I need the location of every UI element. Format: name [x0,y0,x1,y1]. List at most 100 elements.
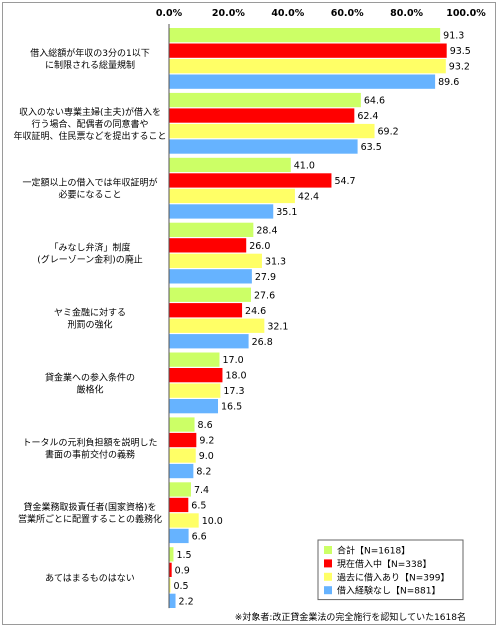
legend-swatch [324,572,332,581]
data-label: 89.6 [438,77,459,88]
bar [169,92,361,108]
x-tick-label: 80.0% [390,8,423,19]
bar [169,334,249,349]
bar [169,497,189,513]
data-label: 93.2 [449,62,470,73]
bar [169,59,446,74]
data-label: 27.6 [254,290,275,301]
data-label: 42.4 [298,191,319,202]
data-label: 35.1 [276,207,297,218]
bar [169,253,262,268]
bar [169,482,191,497]
data-label: 93.5 [450,46,471,57]
category-label: 「みなし弁済」制度(グレーゾーン金利)の廃止 [37,242,143,266]
legend-swatch [324,559,332,568]
data-label: 8.2 [196,467,211,478]
category-label: 貸金業務取扱責任者(国家資格)を営業所ごとに配置することの義務化 [18,501,162,525]
bar [169,123,375,139]
bar [169,528,189,544]
category-label: ヤミ金融に対する刑罰の強化 [54,307,126,331]
legend-entry: 過去に借入あり【N=399】 [337,571,449,583]
data-label: 6.6 [192,531,207,542]
bar [169,417,195,432]
x-tick-label: 40.0% [271,8,304,19]
bar [169,578,171,593]
value-labels: 91.3 93.5 93.2 89.6 64.6 62.469.2 63.5 41.0 54.7… [173,31,470,608]
data-label: 26.0 [249,241,270,252]
data-label: 31.3 [265,256,286,267]
bar [169,157,291,173]
legend: 合計【N=1618】現在借入中【N=338】過去に借入あり【N=399】借入経験… [317,539,464,601]
bar [169,204,274,219]
data-label: 27.9 [255,272,276,283]
data-label: 9.2 [199,436,214,447]
bars [169,28,447,608]
x-tick-label: 100.0% [446,8,486,19]
data-label: 62.4 [357,111,378,122]
x-tick-label: 20.0% [212,8,245,19]
category-label: 貸金業への参入条件の厳格化 [45,371,135,395]
category-label: 収入のない専業主婦(主夫)が借入を行う場合、配偶者の同意書や年収証明、住民票など… [13,106,166,142]
footnote: ※対象者:改正貸金業法の完全施行を認知していた1618名 [235,611,466,623]
bar [169,513,199,528]
data-label: 32.1 [267,321,288,332]
bar [169,28,441,43]
data-label: 10.0 [202,516,223,527]
category-label: あてはまるものはない [45,573,135,584]
data-label: 8.6 [198,420,213,431]
bar [169,238,247,253]
legend-entry: 現在借入中【N=338】 [337,558,431,570]
legend-box [317,539,464,601]
data-label: 0.9 [175,565,190,576]
data-label: 91.3 [443,31,464,42]
category-label: 借入総額が年収の3分の1以下に制限される総量規制 [30,47,149,71]
bar [169,173,332,188]
bar [169,108,355,123]
bar [169,188,295,204]
bar [169,432,197,448]
bar [169,318,265,333]
data-label: 2.2 [179,596,194,607]
data-label: 7.4 [194,485,209,496]
data-label: 17.0 [222,355,243,366]
bar [169,222,254,237]
x-tick-label: 0.0% [156,8,183,19]
data-label: 6.5 [191,500,206,511]
data-label: 54.7 [334,176,355,187]
x-tick-label: 60.0% [331,8,364,19]
data-label: 0.5 [173,581,188,592]
data-label: 28.4 [256,225,277,236]
data-label: 1.5 [176,550,191,561]
data-label: 18.0 [225,371,246,382]
bar [169,383,221,398]
bar [169,74,436,89]
legend-entry: 合計【N=1618】 [337,545,410,557]
data-label: 26.8 [252,337,273,348]
bar [169,448,196,463]
category-labels: 借入総額が年収の3分の1以下に制限される総量規制収入のない専業主婦(主夫)が借入… [13,47,166,584]
data-label: 24.6 [245,306,266,317]
bar [169,43,447,58]
x-axis-ticks: 0.0% 20.0% 40.0% 60.0% 80.0% 100.0% [156,8,486,19]
bar [169,139,358,154]
bar [169,287,251,302]
data-label: 69.2 [378,127,399,138]
legend-entry: 借入経験なし【N=881】 [337,585,440,597]
bar [169,593,176,608]
data-label: 64.6 [364,96,385,107]
data-label: 41.0 [294,160,315,171]
category-label: 一定額以上の借入では年収証明が必要になること [22,177,157,201]
data-label: 16.5 [221,402,242,413]
bar [169,269,252,284]
bar [169,368,223,383]
data-label: 9.0 [199,451,214,462]
bar [169,352,220,367]
data-label: 63.5 [361,142,382,153]
bar [169,547,174,562]
legend-swatch [324,546,332,554]
bar [169,303,243,318]
legend-swatch [324,586,332,595]
category-label: トータルの元利負担額を説明した書面の事前交付の義務 [22,436,157,460]
bar [169,463,194,479]
